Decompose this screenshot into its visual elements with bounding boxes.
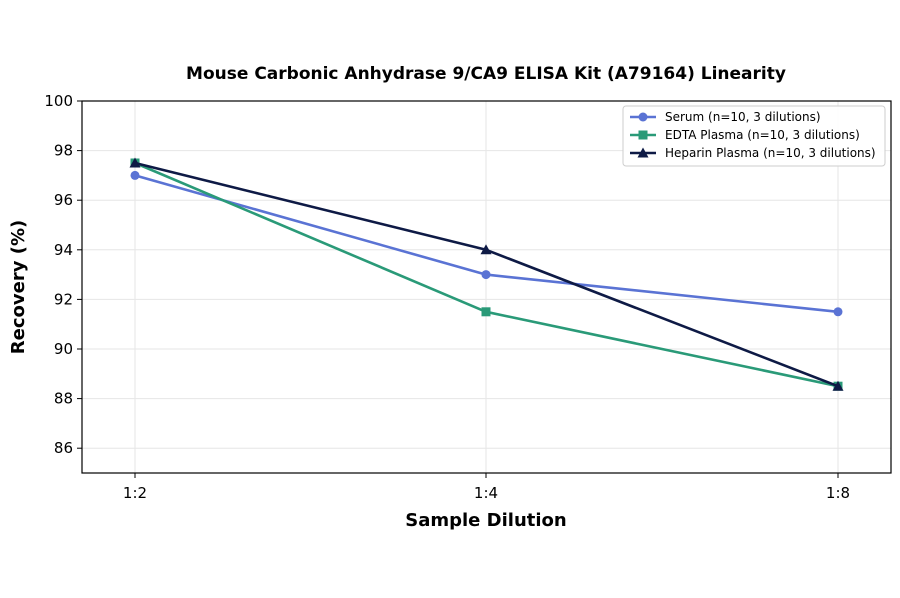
series-layer [129, 157, 844, 391]
y-tick-label: 90 [54, 340, 73, 358]
data-point [480, 244, 492, 255]
legend-label: EDTA Plasma (n=10, 3 dilutions) [665, 128, 860, 142]
x-tick-label: 1:4 [474, 484, 498, 502]
series-1 [130, 170, 843, 317]
y-tick-label: 92 [54, 290, 73, 308]
x-axis-label: Sample Dilution [405, 510, 566, 531]
x-tick-label: 1:8 [826, 484, 850, 502]
y-tick-label: 96 [54, 191, 73, 209]
data-point [130, 170, 140, 180]
data-point [833, 307, 843, 317]
data-point [481, 307, 491, 317]
data-point [481, 270, 491, 280]
legend: Serum (n=10, 3 dilutions) EDTA Plasma (n=… [622, 105, 886, 167]
legend-marker [638, 130, 648, 140]
legend-marker [637, 147, 649, 158]
legend-marker [638, 112, 648, 122]
y-axis-label: Recovery (%) [8, 220, 29, 354]
y-tick-label: 86 [54, 439, 73, 457]
legend-entry: Serum (n=10, 3 dilutions) [630, 110, 821, 124]
legend-entry: Heparin Plasma (n=10, 3 dilutions) [630, 146, 876, 160]
legend-label: Heparin Plasma (n=10, 3 dilutions) [665, 146, 876, 160]
legend-entry: EDTA Plasma (n=10, 3 dilutions) [630, 128, 860, 142]
data-point [832, 380, 844, 391]
y-tick-label: 98 [54, 142, 73, 160]
data-point [129, 157, 141, 168]
y-tick-label: 100 [44, 92, 73, 110]
axes-layer: 86 88 90 92 94 96 98 100 1:2 1:4 1:8 [44, 92, 850, 502]
x-tick-label: 1:2 [123, 484, 147, 502]
legend-label: Serum (n=10, 3 dilutions) [665, 110, 821, 124]
chart-title: Mouse Carbonic Anhydrase 9/CA9 ELISA Kit… [186, 64, 786, 84]
series-3 [129, 157, 844, 391]
y-tick-label: 94 [54, 241, 73, 259]
legend-box [622, 105, 886, 167]
y-tick-label: 88 [54, 390, 73, 408]
